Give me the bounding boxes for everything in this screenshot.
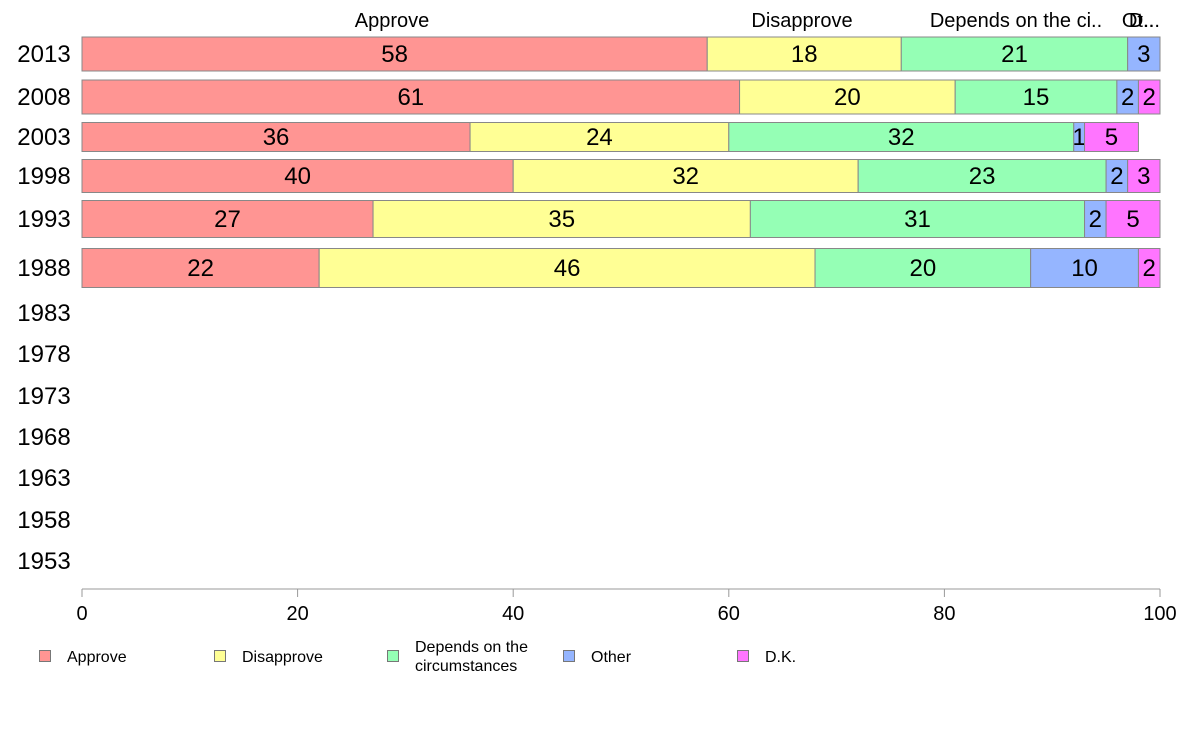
bar-segment [81, 36, 708, 72]
data-label: 15 [1023, 84, 1050, 111]
y-tick-label: 1963 [17, 465, 70, 492]
bar-segment [814, 248, 1032, 288]
legend-swatch [563, 650, 575, 662]
top-series-label: D... [1129, 10, 1160, 32]
top-series-labels: Approve Disapprove Depends on the ci.. Ot..… [355, 10, 1160, 32]
data-label: 5 [1105, 124, 1118, 151]
x-tick-label: 20 [286, 603, 308, 625]
bar-segment [857, 159, 1107, 193]
bar-segment [81, 159, 514, 193]
data-label: 23 [969, 163, 996, 190]
data-label: 31 [904, 206, 931, 233]
data-label: 58 [381, 41, 408, 68]
data-label: 2 [1110, 163, 1123, 190]
data-label: 2 [1143, 255, 1156, 282]
legend-swatch [737, 650, 749, 662]
bar-group: 58 18 21 361 20 15 2 236 24 32 1 540 32 23 2 327 35 31 2 52… [81, 36, 1161, 288]
y-tick-label: 2013 [17, 41, 70, 68]
bar-segment [749, 200, 1086, 238]
data-label: 32 [888, 124, 915, 151]
data-label: 1 [1072, 124, 1085, 151]
bar-segment [512, 159, 859, 193]
y-tick-label: 1958 [17, 507, 70, 534]
data-label: 3 [1137, 163, 1150, 190]
x-tick-label: 80 [933, 603, 955, 625]
legend-item: Other [563, 638, 631, 667]
data-label: 22 [187, 255, 214, 282]
bar-segment [81, 122, 471, 152]
bar-segment [81, 248, 320, 288]
data-label: 61 [397, 84, 424, 111]
bar-segment [81, 79, 741, 115]
bar-segment [318, 248, 816, 288]
legend-label: Approve [67, 649, 127, 666]
y-axis-labels: 2013 2008 2003 1998 1993 1988 1983 1978 1973 1968… [17, 41, 70, 575]
bar-segment [728, 122, 1075, 152]
legend-item: D.K. [737, 638, 796, 667]
x-tick-label: 100 [1143, 603, 1176, 625]
data-label: 27 [214, 206, 241, 233]
legend-swatch [387, 650, 399, 662]
legend-swatch [214, 650, 226, 662]
legend-label: D.K. [765, 649, 797, 666]
bar-segment [739, 79, 956, 115]
data-label: 35 [548, 206, 575, 233]
top-series-label: Approve [355, 10, 430, 32]
data-label: 5 [1126, 206, 1139, 233]
legend: Approve Disapprove Depends on the circumsta… [0, 638, 1188, 688]
data-label: 20 [834, 84, 861, 111]
legend-label: Disapprove [242, 649, 323, 666]
bar-segment [954, 79, 1118, 115]
x-axis: 0 20 40 60 80 100 [76, 588, 1177, 625]
data-label: 46 [554, 255, 581, 282]
x-tick-label: 0 [76, 603, 87, 625]
data-label: 32 [672, 163, 699, 190]
y-tick-label: 1993 [17, 206, 70, 233]
data-label: 40 [284, 163, 311, 190]
data-label: 2 [1143, 84, 1156, 111]
y-tick-label: 1953 [17, 548, 70, 575]
legend-item: Approve [39, 638, 127, 667]
y-tick-label: 1988 [17, 255, 70, 282]
x-tick-label: 40 [502, 603, 524, 625]
bar-segment [1127, 36, 1161, 72]
data-label: 20 [909, 255, 936, 282]
legend-label: Other [591, 649, 632, 666]
bar-segment [1030, 248, 1139, 288]
y-tick-label: 1983 [17, 300, 70, 327]
y-tick-label: 2003 [17, 124, 70, 151]
x-tick-label: 60 [718, 603, 740, 625]
bar-segment [706, 36, 902, 72]
data-label: 21 [1001, 41, 1028, 68]
bar-segment [1084, 122, 1139, 152]
data-label: 2 [1089, 206, 1102, 233]
data-label: 10 [1071, 255, 1098, 282]
bar-segment [81, 200, 374, 238]
top-series-label: Ot.. [1122, 10, 1154, 32]
top-series-label: Depends on the ci.. [930, 10, 1102, 32]
data-label: 36 [263, 124, 290, 151]
data-label: 3 [1137, 41, 1150, 68]
y-tick-label: 1998 [17, 163, 70, 190]
bar-segment [469, 122, 730, 152]
bar-segment [1105, 200, 1161, 238]
bar-segment [1137, 79, 1161, 115]
data-label: 18 [791, 41, 818, 68]
y-tick-label: 2008 [17, 84, 70, 111]
bar-segment [900, 36, 1129, 72]
y-tick-label: 1968 [17, 424, 70, 451]
y-tick-label: 1978 [17, 341, 70, 368]
data-label: 2 [1121, 84, 1134, 111]
bar-segment [1127, 159, 1161, 193]
legend-item: Disapprove [214, 638, 323, 667]
bar-segment [1137, 248, 1161, 288]
legend-label: Depends on the circumstances [415, 639, 528, 675]
data-label: 24 [586, 124, 613, 151]
legend-swatch [39, 650, 51, 662]
top-series-label: Disapprove [751, 10, 852, 32]
y-tick-label: 1973 [17, 383, 70, 410]
legend-item: Depends on the circumstances [387, 638, 528, 676]
